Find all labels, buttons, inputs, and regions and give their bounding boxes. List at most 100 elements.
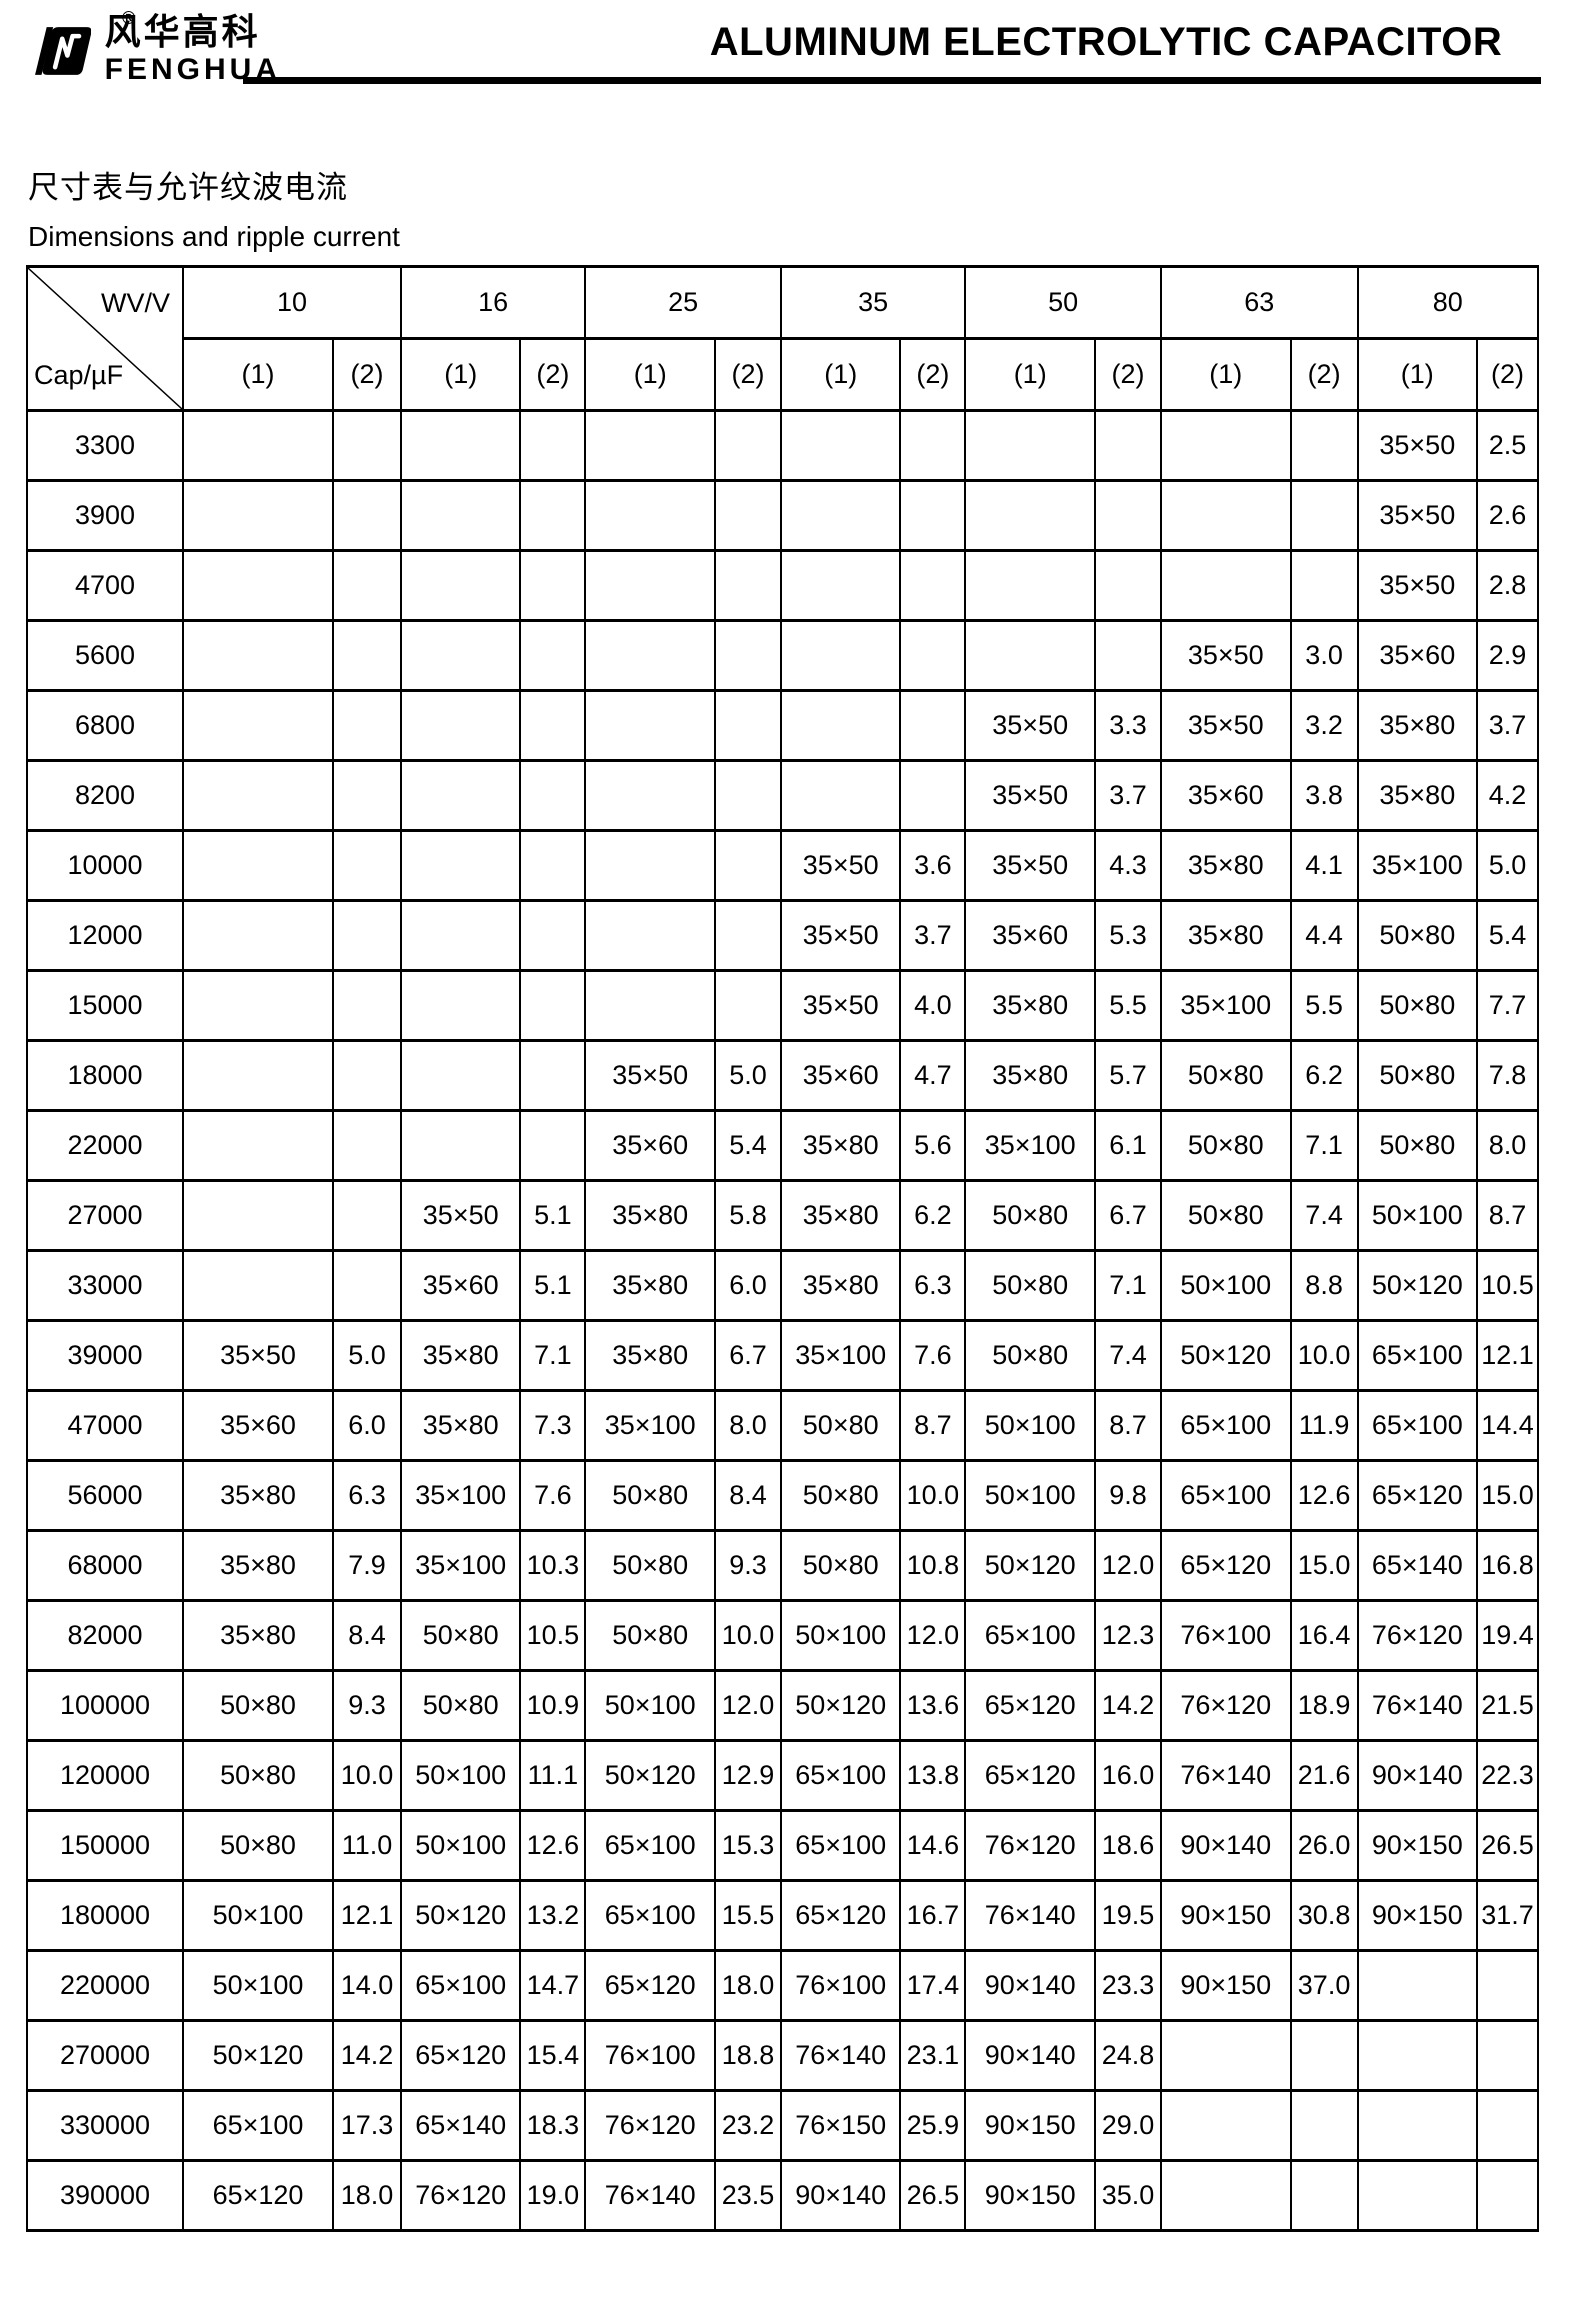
ripple-current-cell: 5.5 [1094, 969, 1162, 1042]
case-size-cell: 76×100 [1159, 1599, 1292, 1672]
ripple-current-cell: 14.0 [332, 1949, 402, 2022]
case-size-cell: 65×140 [399, 2089, 522, 2162]
ripple-current-cell: 5.0 [1476, 829, 1539, 902]
voltage-header: 63 [1159, 265, 1359, 340]
ripple-current-cell: 7.4 [1094, 1319, 1162, 1392]
cap-value: 22000 [25, 1109, 185, 1182]
case-size-cell: 35×80 [779, 1249, 902, 1322]
ripple-current-cell [1094, 619, 1162, 692]
subcol-case-size-header: (1) [779, 337, 902, 412]
case-size-cell: 50×80 [1356, 1109, 1479, 1182]
ripple-current-cell: 2.9 [1476, 619, 1539, 692]
ripple-current-cell [714, 969, 782, 1042]
ripple-current-cell: 3.3 [1094, 689, 1162, 762]
case-size-cell [1356, 1949, 1479, 2022]
case-size-cell [182, 1039, 335, 1112]
case-size-cell: 50×100 [584, 1669, 717, 1742]
case-size-cell: 76×140 [1159, 1739, 1292, 1812]
ripple-current-cell: 12.9 [714, 1739, 782, 1812]
cap-value: 120000 [25, 1739, 185, 1812]
table-row: 12000 35×50 3.7 35×60 5.3 35×80 4.4 50×80 5.4 [25, 899, 1539, 972]
ripple-current-cell: 15.0 [1289, 1529, 1359, 1602]
case-size-cell: 35×60 [779, 1039, 902, 1112]
case-size-cell [1356, 2019, 1479, 2092]
cap-value: 18000 [25, 1039, 185, 1112]
case-size-cell: 50×120 [182, 2019, 335, 2092]
ripple-current-cell [332, 829, 402, 902]
case-size-cell: 35×80 [1159, 829, 1292, 902]
ripple-current-cell: 3.6 [899, 829, 967, 902]
case-size-cell: 35×60 [964, 899, 1097, 972]
table-row: 390000 65×120 18.0 76×120 19.0 76×140 23.5 90×1… [25, 2159, 1539, 2232]
ripple-current-cell [1289, 2089, 1359, 2162]
ripple-current-cell: 29.0 [1094, 2089, 1162, 2162]
ripple-current-cell [519, 969, 587, 1042]
case-size-cell [584, 759, 717, 832]
cap-value: 390000 [25, 2159, 185, 2232]
ripple-current-cell [899, 409, 967, 482]
case-size-cell: 35×80 [964, 969, 1097, 1042]
case-size-cell: 50×80 [1159, 1109, 1292, 1182]
page-title: ALUMINUM ELECTROLYTIC CAPACITOR [709, 20, 1503, 64]
case-size-cell [182, 619, 335, 692]
cap-value: 180000 [25, 1879, 185, 1952]
ripple-current-cell [714, 409, 782, 482]
case-size-cell: 35×100 [584, 1389, 717, 1462]
ripple-current-cell: 6.3 [332, 1459, 402, 1532]
table-row: 220000 50×100 14.0 65×100 14.7 65×120 18.0 76×1… [25, 1949, 1539, 2022]
case-size-cell [182, 409, 335, 482]
ripple-current-cell: 9.3 [714, 1529, 782, 1602]
ripple-current-cell: 15.0 [1476, 1459, 1539, 1532]
case-size-cell: 50×80 [1356, 899, 1479, 972]
ripple-current-cell: 5.1 [519, 1179, 587, 1252]
case-size-cell: 65×100 [399, 1949, 522, 2022]
case-size-cell [584, 829, 717, 902]
case-size-cell: 65×100 [1356, 1389, 1479, 1462]
case-size-cell [1159, 479, 1292, 552]
ripple-current-cell: 16.8 [1476, 1529, 1539, 1602]
ripple-current-cell: 11.1 [519, 1739, 587, 1812]
ripple-current-cell: 12.6 [519, 1809, 587, 1882]
case-size-cell [399, 759, 522, 832]
ripple-current-cell [519, 409, 587, 482]
ripple-current-cell [332, 1109, 402, 1182]
case-size-cell: 76×140 [584, 2159, 717, 2232]
case-size-cell: 90×150 [964, 2159, 1097, 2232]
table-row: 150000 50×80 11.0 50×100 12.6 65×100 15.3 65×10… [25, 1809, 1539, 1882]
cap-value: 33000 [25, 1249, 185, 1322]
ripple-current-cell: 26.0 [1289, 1809, 1359, 1882]
case-size-cell: 50×80 [1159, 1039, 1292, 1112]
brand-name-cn: 风华高科 [104, 11, 261, 52]
case-size-cell: 35×80 [182, 1459, 335, 1532]
case-size-cell [1356, 2159, 1479, 2232]
case-size-cell [399, 899, 522, 972]
case-size-cell: 35×50 [1356, 409, 1479, 482]
ripple-current-cell: 10.9 [519, 1669, 587, 1742]
ripple-current-cell: 37.0 [1289, 1949, 1359, 2022]
ripple-current-cell: 4.7 [899, 1039, 967, 1112]
ripple-current-cell [332, 1249, 402, 1322]
case-size-cell [182, 479, 335, 552]
voltage-header: 50 [964, 265, 1162, 340]
case-size-cell: 35×100 [964, 1109, 1097, 1182]
section-title-cn: 尺寸表与允许纹波电流 [28, 170, 348, 205]
ripple-current-cell: 3.8 [1289, 759, 1359, 832]
ripple-current-cell: 5.5 [1289, 969, 1359, 1042]
case-size-cell: 35×100 [1356, 829, 1479, 902]
case-size-cell: 35×80 [584, 1179, 717, 1252]
ripple-current-cell: 9.3 [332, 1669, 402, 1742]
ripple-current-cell: 5.7 [1094, 1039, 1162, 1112]
ripple-current-cell: 9.8 [1094, 1459, 1162, 1532]
table-row: 27000 35×50 5.1 35×80 5.8 35×80 6.2 50×80 6.7 50×… [25, 1179, 1539, 1252]
subcol-case-size-header: (1) [399, 337, 522, 412]
case-size-cell: 50×80 [1356, 1039, 1479, 1112]
registered-mark-icon: ® [122, 8, 136, 28]
case-size-cell: 65×100 [584, 1809, 717, 1882]
case-size-cell: 35×100 [779, 1319, 902, 1392]
case-size-cell [182, 689, 335, 762]
case-size-cell: 35×50 [964, 759, 1097, 832]
ripple-current-cell: 5.0 [714, 1039, 782, 1112]
case-size-cell: 35×80 [584, 1249, 717, 1322]
case-size-cell: 35×80 [399, 1319, 522, 1392]
ripple-current-cell: 30.8 [1289, 1879, 1359, 1952]
